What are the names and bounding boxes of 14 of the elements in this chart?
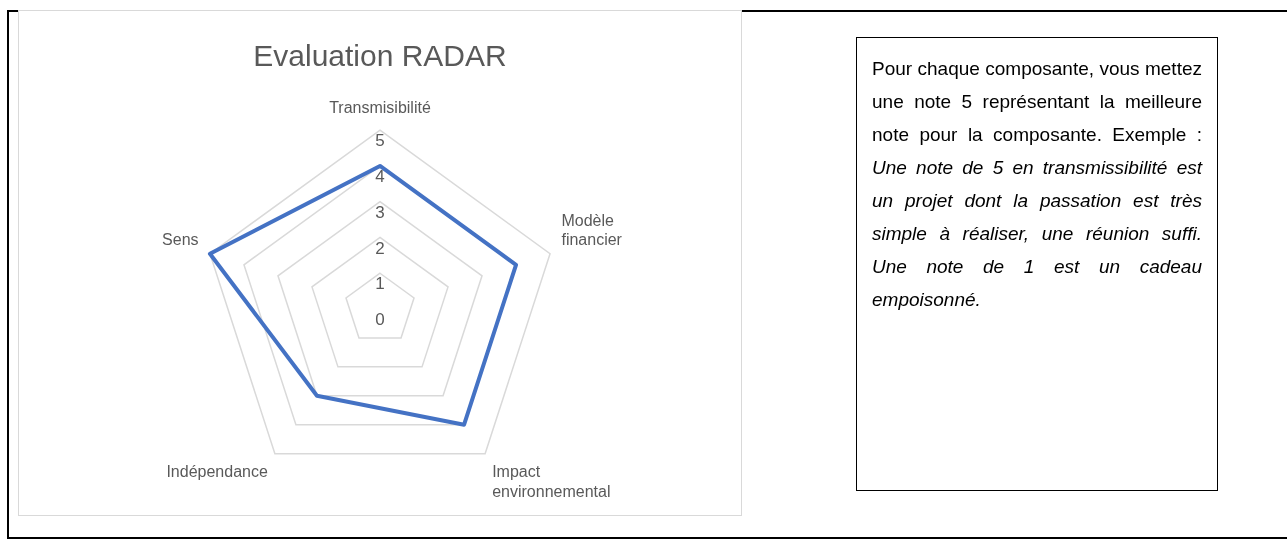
spoke-label: Indépendance [166, 463, 268, 481]
y-tick-label: 5 [375, 131, 385, 151]
text: Pour chaque composante, vous mettez une note 5 représentant la meilleure note pour la composante. Exemple : [872, 58, 1202, 145]
chart-title: Evaluation RADAR [252, 39, 508, 73]
spoke-label: Transmisibilité [329, 99, 431, 117]
spoke-label: Impact environnemental [492, 463, 611, 500]
y-tick-label: 3 [375, 202, 385, 222]
spoke-label: Modèle financier [561, 211, 623, 248]
text: Une note de 5 en transmissibilité est un projet dont la passation est très simple à réaliser, une réunion suffi. Une note de 1 est un cadeau empoisonné. [872, 157, 1202, 310]
y-tick-label: 4 [375, 167, 385, 187]
spoke-label: Sens [162, 230, 199, 248]
y-tick-label: 0 [375, 310, 385, 330]
y-tick-label: 1 [375, 274, 385, 294]
y-tick-label: 2 [375, 238, 385, 258]
